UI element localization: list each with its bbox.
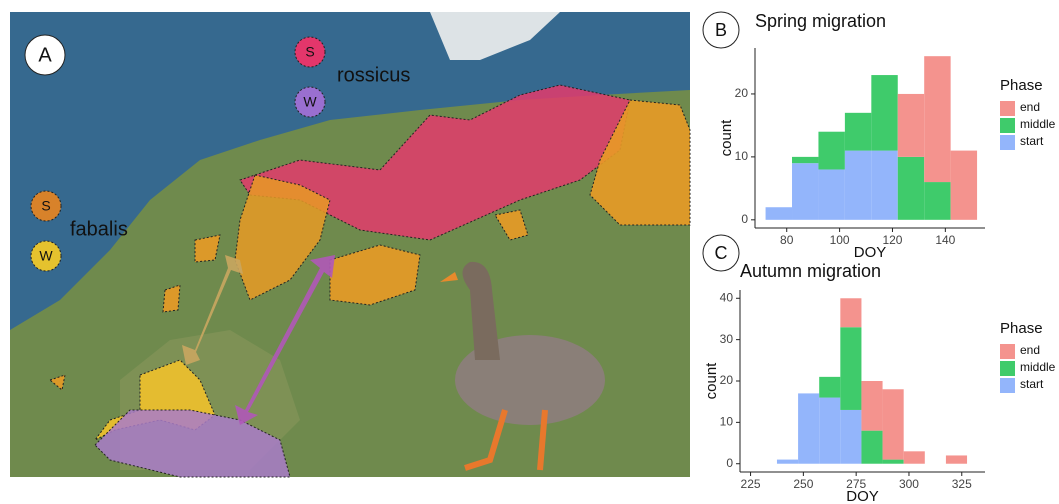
x-tick-label: 275 — [846, 477, 866, 491]
bar — [844, 112, 872, 151]
y-tick-label: 10 — [735, 149, 749, 163]
y-tick-label: 0 — [726, 456, 733, 470]
fabalis-area — [494, 209, 529, 241]
y-tick-label: 20 — [720, 373, 734, 387]
legend-swatch — [1000, 118, 1015, 133]
x-tick-label: 325 — [952, 477, 972, 491]
panel-label: C — [715, 243, 728, 263]
marker-label: W — [303, 94, 317, 110]
y-tick-label: 40 — [720, 290, 734, 304]
bar — [924, 56, 951, 183]
legend-label: start — [1020, 134, 1044, 148]
legend-label: end — [1020, 100, 1040, 114]
legend-title: Phase — [1000, 320, 1043, 337]
x-tick-label: 140 — [935, 233, 955, 247]
bar — [950, 150, 978, 220]
legend-label: middle — [1020, 360, 1056, 374]
goose — [440, 261, 605, 471]
panel-label: B — [715, 20, 727, 40]
legend-swatch — [1000, 361, 1015, 376]
bar — [818, 131, 845, 170]
bar — [882, 389, 904, 460]
marker — [30, 240, 62, 272]
y-tick-label: 20 — [735, 86, 749, 100]
panel-badge — [24, 34, 66, 76]
marker — [30, 190, 62, 222]
rossicus-flyway-arrow — [235, 255, 335, 425]
bar — [819, 397, 841, 464]
y-axis-label: count — [718, 119, 735, 157]
bar — [840, 409, 862, 464]
bar — [792, 156, 819, 164]
x-tick-label: 300 — [899, 477, 919, 491]
fabalis-area — [234, 174, 331, 301]
fabalis-flyway-arrow — [182, 255, 243, 365]
bar — [792, 163, 819, 220]
chart-title: Autumn migration — [740, 261, 881, 281]
bar — [818, 169, 845, 220]
fabalis-area — [589, 99, 691, 226]
bar — [776, 459, 799, 464]
rossicus-winter-area — [94, 409, 291, 478]
bar — [798, 393, 820, 464]
y-tick-label: 10 — [720, 415, 734, 429]
fabalis-area — [329, 244, 421, 306]
x-axis-label: DOY — [846, 488, 879, 504]
marker-label: S — [41, 198, 50, 214]
taxon-label: fabalis — [70, 218, 128, 240]
legend-swatch — [1000, 135, 1015, 150]
chart-title: Spring migration — [755, 11, 886, 31]
y-axis-label: count — [703, 362, 720, 400]
bar — [882, 459, 904, 464]
panel-badge — [702, 234, 740, 272]
bar — [924, 182, 951, 220]
bar — [840, 327, 862, 410]
legend-label: middle — [1020, 117, 1056, 131]
marker-label: W — [39, 248, 53, 264]
legend-swatch — [1000, 344, 1015, 359]
bar — [903, 451, 925, 464]
legend-swatch — [1000, 101, 1015, 116]
map: A S W rossicus S W fabalis — [10, 12, 691, 478]
bar — [897, 156, 925, 220]
ice — [430, 12, 560, 60]
bar — [945, 455, 968, 464]
panel-badge — [702, 11, 740, 49]
bar — [871, 150, 898, 220]
fabalis-area — [48, 234, 221, 391]
y-tick-label: 30 — [720, 332, 734, 346]
legend-label: start — [1020, 377, 1044, 391]
x-axis-label: DOY — [854, 244, 887, 261]
bar — [819, 376, 841, 398]
x-tick-label: 120 — [882, 233, 902, 247]
y-tick-label: 0 — [741, 212, 748, 226]
legend-title: Phase — [1000, 77, 1043, 94]
bar — [861, 381, 883, 431]
marker-label: S — [305, 44, 314, 60]
legend-swatch — [1000, 378, 1015, 393]
bar — [871, 75, 898, 151]
x-tick-label: 250 — [793, 477, 813, 491]
x-tick-label: 100 — [830, 233, 850, 247]
panel-label: A — [38, 44, 52, 66]
legend-label: end — [1020, 343, 1040, 357]
x-tick-label: 225 — [741, 477, 761, 491]
marker — [294, 86, 326, 118]
bar — [765, 207, 793, 220]
bar — [897, 93, 925, 157]
taxon-label: rossicus — [337, 64, 410, 86]
x-tick-label: 80 — [780, 233, 794, 247]
bar — [861, 430, 883, 464]
bar — [844, 150, 872, 220]
marker — [294, 36, 326, 68]
bar — [840, 298, 862, 328]
